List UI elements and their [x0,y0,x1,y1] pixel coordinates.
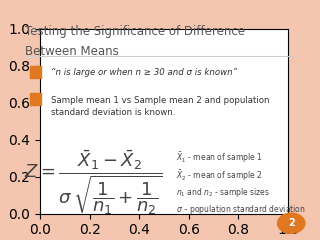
Text: “n is large or when n ≥ 30 and σ is known”: “n is large or when n ≥ 30 and σ is know… [51,68,237,77]
FancyBboxPatch shape [30,93,41,105]
Text: Testing the Significance of Difference: Testing the Significance of Difference [25,25,244,38]
Text: Sample mean 1 vs Sample mean 2 and population
standard deviation is known.: Sample mean 1 vs Sample mean 2 and popul… [51,96,269,116]
Text: $\bar{X}_1$ - mean of sample 1: $\bar{X}_1$ - mean of sample 1 [176,151,262,165]
Text: $Z = \dfrac{\bar{X}_1 - \bar{X}_2}{\sigma\,\sqrt{\dfrac{1}{n_1} + \dfrac{1}{n_2}: $Z = \dfrac{\bar{X}_1 - \bar{X}_2}{\sigm… [24,149,163,216]
Text: $\bar{X}_2$ - mean of sample 2: $\bar{X}_2$ - mean of sample 2 [176,168,262,183]
Text: $n_1$ and $n_2$ - sample sizes: $n_1$ and $n_2$ - sample sizes [176,186,270,199]
Text: Between Means: Between Means [25,45,118,58]
Text: $\sigma$ – population standard deviation: $\sigma$ – population standard deviation [176,204,305,216]
FancyBboxPatch shape [30,66,41,78]
Text: 2: 2 [288,218,295,228]
